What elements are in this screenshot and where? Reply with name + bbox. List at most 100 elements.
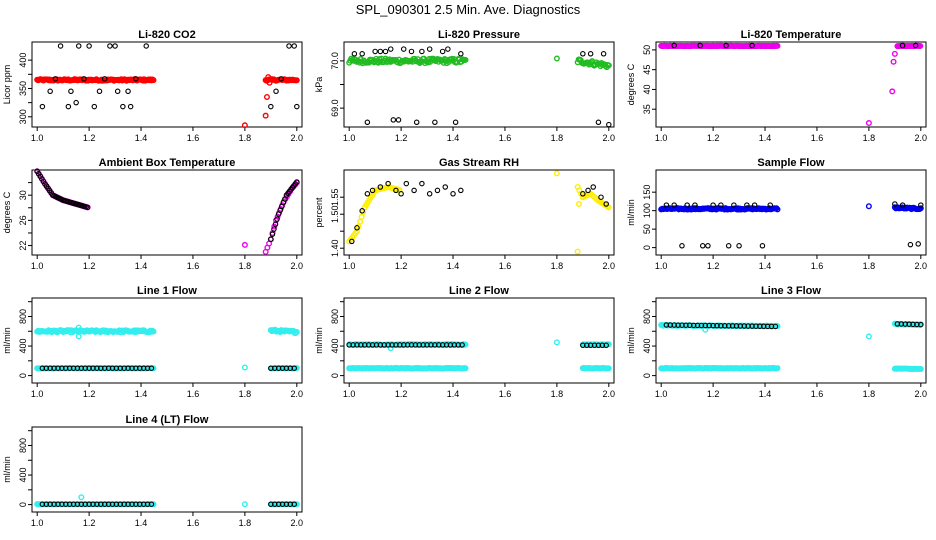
y-tick-label: 35 <box>642 104 652 114</box>
data-point <box>432 119 438 126</box>
y-tick-label: 1.55 <box>330 188 340 206</box>
x-tick-label: 2.0 <box>915 133 928 143</box>
data-point <box>426 46 433 52</box>
data-point <box>266 79 273 86</box>
plot-frame <box>31 41 303 128</box>
x-tick-label: 2.0 <box>291 518 304 528</box>
x-axis: 1.0 1.2 1.4 1.6 1.8 2.0 <box>343 383 615 399</box>
series-spread <box>39 501 297 507</box>
x-tick-label: 2.0 <box>915 261 928 271</box>
y-tick-label: 400 <box>18 468 28 483</box>
data-point <box>725 243 732 249</box>
x-tick-label: 1.8 <box>239 518 252 528</box>
plot-frame <box>343 169 615 256</box>
x-tick-label: 1.8 <box>551 389 564 399</box>
x-axis: 1.0 1.2 1.4 1.6 1.8 2.0 <box>655 255 927 271</box>
y-axis: 35 40 45 50 <box>642 45 656 114</box>
data-point <box>293 501 300 508</box>
data-point <box>434 187 441 194</box>
data-point <box>865 203 872 210</box>
y-tick-label: 50 <box>642 45 652 55</box>
y-axis: 300 350 400 <box>18 53 32 124</box>
series-ave <box>346 55 612 71</box>
plot-frame <box>343 297 615 384</box>
data-point <box>587 51 594 57</box>
y-axis-label: ml/min <box>314 327 324 354</box>
series-ave-low <box>346 365 612 372</box>
data-point <box>912 42 919 49</box>
data-point <box>294 179 300 185</box>
data-point <box>899 42 906 49</box>
data-point <box>459 342 465 348</box>
data-point <box>865 333 872 340</box>
data-point <box>918 321 924 328</box>
x-tick-label: 1.0 <box>31 261 44 271</box>
data-point <box>291 365 297 371</box>
series-ave <box>34 494 300 508</box>
y-tick-label: 0 <box>330 373 340 378</box>
plot-frame <box>343 41 615 128</box>
y-axis-label: ml/min <box>2 327 12 354</box>
x-tick-label: 1.6 <box>499 389 512 399</box>
data-point <box>65 103 72 110</box>
data-point <box>736 243 742 249</box>
x-axis: 1.0 1.2 1.4 1.6 1.8 2.0 <box>31 512 303 528</box>
panel-9: Line 3 Flow 1.0 1.2 1.4 1.6 1.8 2.0 0 400 800 ml/m… <box>626 285 927 399</box>
y-axis: 0 400 800 <box>18 430 32 507</box>
data-point <box>774 42 781 49</box>
x-tick-label: 1.8 <box>239 389 252 399</box>
data-point <box>292 330 299 337</box>
x-tick-label: 1.0 <box>31 133 44 143</box>
series-spread <box>346 342 609 349</box>
panel-title: Li-820 CO2 <box>138 29 195 41</box>
data-point <box>47 88 53 95</box>
y-axis-label: degrees C <box>2 191 12 233</box>
panel-7: Line 1 Flow 1.0 1.2 1.4 1.6 1.8 2.0 0 400 800 ml/m… <box>2 285 303 399</box>
y-tick-label: 800 <box>642 309 652 324</box>
panel-10: Line 4 (LT) Flow 1.0 1.2 1.4 1.6 1.8 2.0 0 400 80… <box>2 414 303 528</box>
data-point <box>241 364 248 371</box>
data-point <box>413 119 420 126</box>
x-axis: 1.0 1.2 1.4 1.6 1.8 2.0 <box>31 127 303 143</box>
data-point <box>917 205 924 212</box>
data-point <box>462 341 469 348</box>
x-tick-label: 2.0 <box>291 389 304 399</box>
y-tick-label: 30 <box>18 190 28 200</box>
data-point <box>590 184 596 190</box>
data-point <box>892 201 898 207</box>
data-point <box>598 194 604 200</box>
x-tick-label: 1.2 <box>707 389 720 399</box>
data-point <box>143 43 149 49</box>
series-spread <box>39 43 300 110</box>
panel-5: Gas Stream RH1.0 1.2 1.4 1.6 1.8 2.01.401.501… <box>314 157 615 271</box>
data-point <box>269 231 276 237</box>
data-point <box>395 117 402 123</box>
y-tick-label: 1.50 <box>330 205 340 223</box>
panel-title: Gas Stream RH <box>439 157 519 169</box>
data-point <box>731 202 737 208</box>
series-spread <box>663 201 924 249</box>
x-tick-label: 2.0 <box>603 389 616 399</box>
x-tick-label: 1.4 <box>135 389 148 399</box>
data-point <box>86 43 92 49</box>
data-point <box>241 241 248 248</box>
data-point <box>574 248 581 255</box>
data-point <box>684 202 690 208</box>
x-tick-label: 1.4 <box>135 518 148 528</box>
data-point <box>293 329 300 336</box>
x-tick-label: 1.8 <box>551 133 564 143</box>
data-point <box>917 366 924 373</box>
data-point <box>127 103 134 110</box>
data-point <box>359 208 365 214</box>
x-tick-label: 1.2 <box>707 133 720 143</box>
panel-title: Line 2 Flow <box>449 285 509 297</box>
data-point <box>442 184 448 190</box>
panel-2: Li-820 Pressure 1.0 1.2 1.4 1.6 1.8 2.0 69.0 70.… <box>314 29 615 143</box>
data-point <box>606 121 612 128</box>
data-point <box>705 243 711 249</box>
x-tick-label: 1.8 <box>551 261 564 271</box>
y-axis: 0 50 100 150 <box>642 185 656 250</box>
data-point <box>403 180 410 187</box>
panel-title: Li-820 Pressure <box>438 29 520 41</box>
